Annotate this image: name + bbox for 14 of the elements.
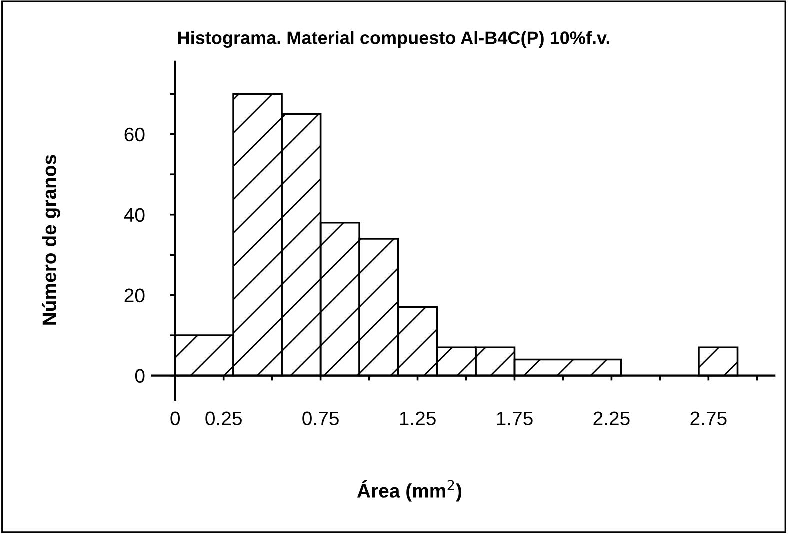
- x-tick-label: 0.25: [206, 412, 242, 426]
- x-tick-label: 0.75: [302, 412, 339, 426]
- y-tick-label: 40: [124, 208, 145, 222]
- y-axis-title: Número de granos: [42, 155, 60, 325]
- y-tick-label: 60: [124, 128, 145, 142]
- y-tick-label: 20: [124, 288, 145, 303]
- x-tick-label: 1.25: [400, 412, 436, 426]
- x-tick-label: 0: [170, 412, 180, 426]
- x-tick-label: 2.25: [594, 412, 630, 426]
- x-tick-label: 1.75: [497, 412, 533, 426]
- chart-title: Histograma. Material compuesto Al-B4C(P) 10%f.v.: [178, 31, 610, 48]
- x-tick-label: 2.75: [690, 412, 727, 426]
- x-axis-title: Área (mm$^{2}$): [357, 480, 462, 502]
- y-tick-label: 0: [135, 369, 145, 384]
